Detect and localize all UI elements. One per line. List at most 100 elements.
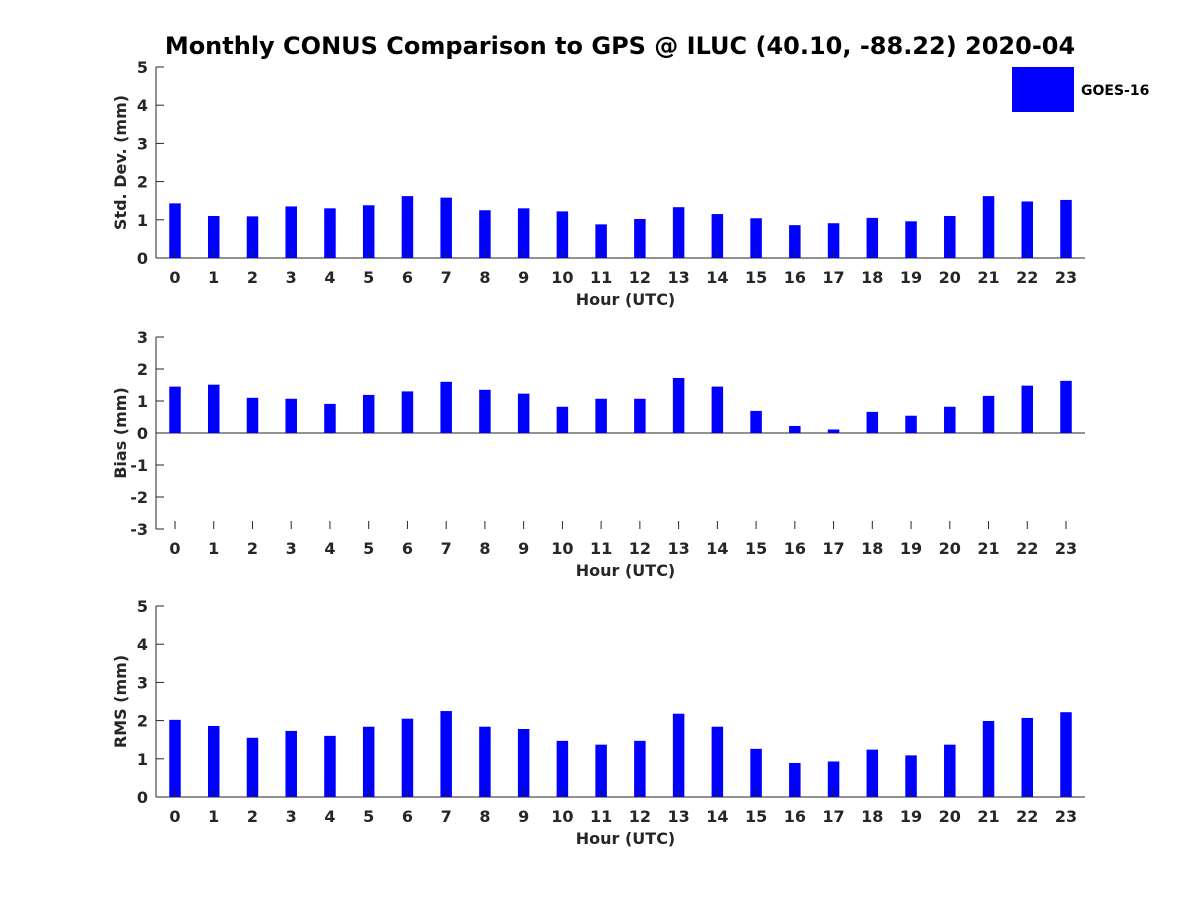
x-tick-label: 0: [169, 539, 180, 558]
bar-hour-16: [789, 225, 801, 258]
bar-hour-5: [362, 726, 375, 797]
y-axis-label: Bias (mm): [111, 387, 130, 479]
x-axis-label: Hour (UTC): [576, 561, 676, 580]
bar-hour-9: [517, 393, 530, 433]
x-tick-label: 9: [518, 539, 529, 558]
x-tick-label: 15: [745, 539, 767, 558]
x-tick-label: 12: [629, 268, 651, 287]
y-tick-label: 2: [137, 360, 148, 379]
bar-hour-6: [401, 391, 414, 433]
bar-hour-21: [982, 196, 995, 258]
y-axis-label: Std. Dev. (mm): [111, 95, 130, 230]
bar-hour-18: [866, 749, 879, 797]
x-tick-label: 4: [324, 268, 335, 287]
x-tick-label: 8: [479, 539, 490, 558]
x-tick-label: 18: [861, 539, 883, 558]
bar-hour-19: [905, 755, 917, 797]
x-tick-label: 23: [1055, 268, 1077, 287]
y-tick-label: 0: [137, 424, 148, 443]
y-tick-label: 5: [137, 58, 148, 77]
y-tick-label: -3: [130, 520, 148, 539]
x-tick-label: 6: [402, 807, 413, 826]
x-tick-label: 21: [977, 807, 999, 826]
y-tick-label: -2: [130, 488, 148, 507]
bar-hour-3: [285, 206, 297, 258]
x-tick-label: 0: [169, 807, 180, 826]
x-tick-label: 14: [706, 268, 728, 287]
x-tick-label: 16: [784, 539, 806, 558]
x-tick-label: 15: [745, 268, 767, 287]
bar-hour-11: [595, 398, 607, 433]
bar-hour-1: [207, 215, 220, 258]
bar-hour-14: [711, 726, 724, 797]
bar-hour-20: [944, 215, 956, 258]
x-tick-label: 17: [822, 807, 844, 826]
bar-hour-15: [750, 748, 762, 797]
x-tick-label: 16: [784, 268, 806, 287]
bar-hour-2: [246, 737, 259, 797]
x-tick-label: 13: [667, 807, 689, 826]
bar-hour-8: [479, 726, 491, 797]
x-tick-label: 21: [977, 268, 999, 287]
x-tick-label: 0: [169, 268, 180, 287]
x-tick-label: 9: [518, 807, 529, 826]
bar-hour-7: [440, 381, 452, 433]
bar-hour-7: [440, 197, 452, 258]
x-tick-label: 9: [518, 268, 529, 287]
bar-hour-23: [1060, 199, 1072, 258]
x-tick-label: 13: [667, 268, 689, 287]
x-tick-label: 1: [208, 268, 219, 287]
x-tick-label: 10: [551, 807, 573, 826]
bar-hour-7: [440, 711, 452, 797]
bar-hour-8: [479, 389, 491, 433]
x-tick-label: 3: [286, 539, 297, 558]
bar-hour-14: [711, 386, 724, 433]
bar-hour-21: [982, 395, 995, 433]
bar-hour-2: [246, 397, 259, 433]
x-tick-label: 12: [629, 807, 651, 826]
y-tick-label: 3: [137, 673, 148, 692]
x-tick-label: 1: [208, 807, 219, 826]
bar-hour-9: [517, 208, 530, 258]
bar-hour-11: [595, 744, 607, 797]
x-tick-label: 18: [861, 268, 883, 287]
bar-hour-1: [207, 384, 220, 433]
bar-hour-23: [1060, 380, 1072, 433]
bar-hour-13: [672, 207, 685, 258]
bar-hour-20: [944, 744, 956, 797]
bar-hour-0: [169, 203, 181, 258]
bar-hour-1: [207, 725, 220, 797]
y-tick-label: 3: [137, 134, 148, 153]
bar-hour-4: [324, 735, 336, 797]
y-tick-label: 1: [137, 392, 148, 411]
x-tick-label: 4: [324, 807, 335, 826]
bar-hour-20: [944, 406, 956, 433]
x-tick-label: 2: [247, 807, 258, 826]
x-tick-label: 5: [363, 807, 374, 826]
bar-hour-4: [324, 403, 336, 433]
x-tick-label: 7: [441, 268, 452, 287]
bar-hour-11: [595, 224, 607, 258]
bar-hour-22: [1021, 717, 1034, 797]
bar-hour-9: [517, 729, 530, 797]
bar-hour-15: [750, 218, 762, 258]
x-tick-label: 22: [1016, 539, 1038, 558]
legend-swatch: [1012, 67, 1074, 112]
y-tick-label: 0: [137, 788, 148, 807]
x-tick-label: 13: [667, 539, 689, 558]
y-tick-label: 1: [137, 750, 148, 769]
x-tick-label: 21: [977, 539, 999, 558]
x-tick-label: 11: [590, 807, 612, 826]
x-tick-label: 12: [629, 539, 651, 558]
y-tick-label: 4: [137, 96, 148, 115]
y-tick-label: 1: [137, 211, 148, 230]
bar-hour-18: [866, 217, 879, 258]
bar-hour-5: [362, 394, 375, 433]
x-tick-label: 19: [900, 539, 922, 558]
x-tick-label: 5: [363, 268, 374, 287]
x-tick-label: 4: [324, 539, 335, 558]
bar-hour-17: [827, 429, 840, 433]
